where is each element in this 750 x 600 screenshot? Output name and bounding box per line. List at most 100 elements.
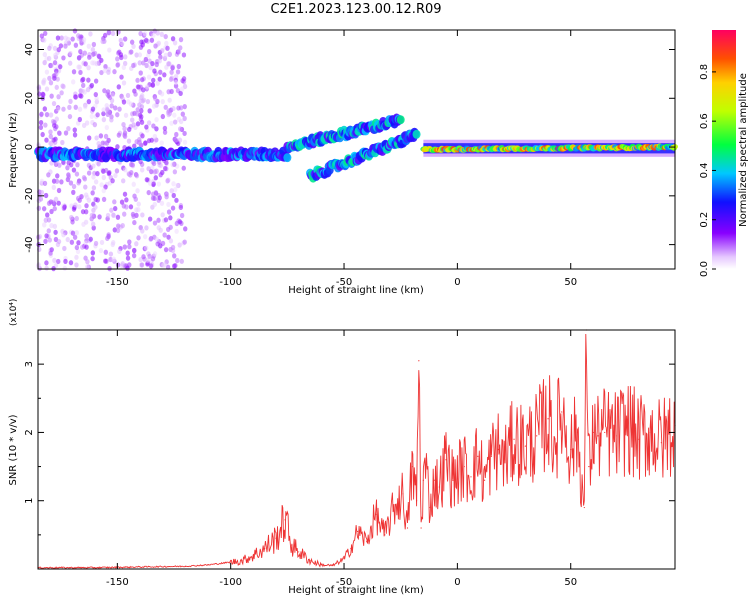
colorbar-gradient [712,30,736,269]
spectrogram-noise-blob [131,253,137,259]
snr-point [415,500,418,502]
spectrogram-noise-blob [56,187,62,194]
snr-point [588,465,590,468]
spectrogram-x-tick-label: -50 [336,277,352,288]
spectrogram-noise-blob [90,250,96,256]
spectrogram-noise-blob [67,104,72,110]
spectrogram-noise-blob [139,167,145,173]
spectrogram-noise-blob [144,62,149,69]
spectrogram-y-tick-label: -20 [24,188,35,204]
spectrogram-noise-blob [48,250,53,256]
snr-point [264,547,266,550]
spectrogram-noise-blob [82,50,88,56]
spectrogram-noise-blob [120,41,125,47]
spectrogram-noise-blob [178,118,184,125]
spectrogram-noise-blob [75,162,80,168]
spectrogram-noise-blob [101,117,107,123]
spectrogram-noise-blob [124,197,129,203]
spectrogram-noise-blob [137,52,143,58]
spectrogram-noise-blob [140,133,145,139]
spectrogram-noise-blob [121,99,127,105]
spectrogram-noise-blob [175,69,181,75]
spectrogram-noise-blob [101,188,106,194]
spectrogram-noise-blob [163,52,169,58]
colorbar-tick-label: 0.6 [699,113,710,129]
spectrogram-feature-main-band-left [34,146,292,163]
spectrogram-noise-blob [149,169,154,175]
spectrogram-noise-blob [127,244,132,250]
spectrogram-noise-blob [182,104,187,110]
spectrogram-noise-blob [170,244,176,251]
snr-point [393,506,395,509]
spectrogram-noise-blob [159,31,164,37]
spectrogram-noise-blob [43,238,48,244]
spectrogram-noise-blob [68,180,74,186]
spectrogram-noise-blob [48,80,54,86]
spectrogram-noise-blob [106,171,112,177]
spectrogram-x-tick-label: 50 [564,277,577,288]
snr-point [604,431,606,434]
spectrogram-noise-blob [156,40,162,46]
spectrogram-noise-blob [178,37,184,43]
spectrogram-noise-blob [75,248,81,255]
spectrogram-noise-blob [91,163,96,169]
spectrogram-noise-blob [179,86,185,92]
snr-point [477,455,479,457]
spectrogram-noise-blob [105,106,110,112]
spectrogram-noise-blob [77,204,82,210]
snr-point [547,418,549,420]
spectrogram-noise-blob [52,257,57,263]
snr-point [350,547,352,550]
snr-point [425,465,427,468]
snr-panel: -150 -100 -50 0 50 1 2 3 Height of straight li… [8,299,676,596]
spectrogram-noise-blob [146,120,152,126]
spectrogram-noise-blob [90,106,96,112]
spectrogram-noise-blob [180,111,186,117]
spectrogram-noise-blob [153,96,158,102]
spectrogram-noise-blob [86,135,92,141]
spectrogram-noise-blob [90,60,95,66]
spectrogram-noise-blob [99,182,104,188]
snr-point [298,551,300,553]
spectrogram-noise-blob [151,123,156,129]
snr-x-tick-label: -100 [219,577,242,588]
spectrogram-noise-blob [122,244,128,250]
spectrogram-noise-blob [162,125,168,131]
spectrogram-noise-blob [52,206,57,212]
spectrogram-noise-blob [81,221,86,227]
spectrogram-noise-blob [79,194,84,200]
spectrogram-noise-blob [69,239,75,245]
spectrogram-noise-blob [126,138,132,144]
spectrogram-noise-blob [113,205,118,212]
snr-y-tick-label: 1 [24,498,35,504]
spectrogram-noise-blob [101,174,106,181]
spectrogram-noise-blob [70,36,75,42]
spectrogram-noise-blob [176,49,182,55]
spectrogram-noise-blob [91,41,97,48]
spectrogram-noise-blob [47,75,52,81]
spectrogram-noise-blob [138,256,143,263]
spectrogram-noise-blob [145,257,150,264]
spectrogram-noise-blob [110,178,115,184]
spectrogram-noise-blob [105,89,111,95]
spectrogram-noise-blob [177,137,183,143]
spectrogram-noise-blob [159,91,165,97]
spectrogram-noise-blob [63,130,69,136]
spectrogram-noise-blob [122,211,127,217]
spectrogram-noise-blob [108,251,114,257]
spectrogram-noise-blob [73,42,79,48]
spectrogram-noise-blob [120,223,125,229]
snr-point [660,442,662,444]
spectrogram-noise-blob [117,248,122,255]
spectrogram-noise-blob [169,120,174,126]
spectrogram-noise-blob [138,70,143,76]
spectrogram-noise-blob [122,36,128,42]
snr-x-ticks: -150 -100 -50 0 50 [106,330,577,588]
spectrogram-noise-blob [141,87,146,93]
snr-point [504,459,506,461]
spectrogram-y-ticks: -40 -20 0 20 40 [24,43,675,253]
spectrogram-noise-blob [60,139,65,146]
spectrogram-noise-blob [141,254,146,260]
spectrogram-noise-blob [140,228,145,234]
spectrogram-noise-blob [102,32,108,38]
